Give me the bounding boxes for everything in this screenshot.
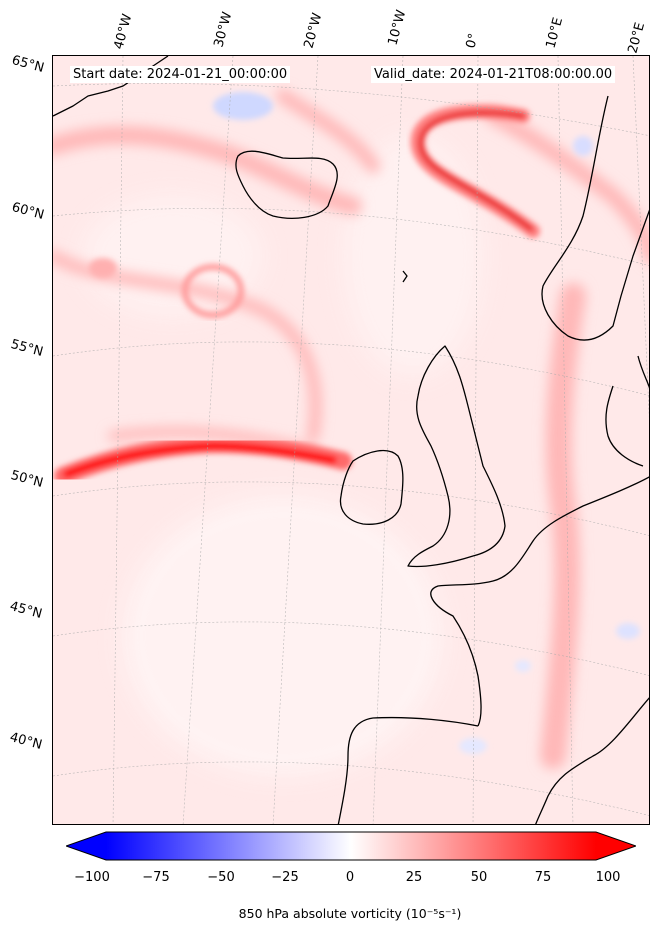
lat-label-55n: 55°N [9,337,45,360]
colorbar-extend-min [66,832,106,860]
colorbar-label: 850 hPa absolute vorticity (10⁻⁵s⁻¹) [238,906,462,921]
lon-label-20e: 20°E [625,20,649,55]
colorbar-tick: −25 [271,870,299,885]
lat-label-65n: 65°N [10,53,46,76]
lon-label-10e: 10°E [543,15,567,51]
valid-date-label: Valid_date: 2024-01-21T08:00:00.00 [371,66,616,83]
vorticity-field [53,56,649,824]
lat-label-60n: 60°N [10,200,46,223]
iberia-east-coast [535,697,649,824]
lat-label-40n: 40°N [8,730,44,753]
colorbar-tick: −100 [74,870,110,885]
colorbar-tick: −75 [142,870,170,885]
colorbar-tick: 50 [470,870,488,885]
france-coast [430,476,649,727]
colorbar [66,831,636,861]
great-britain-coast [407,345,506,568]
lon-label-10w: 10°W [385,8,410,47]
colorbar-tick: −50 [207,870,235,885]
map-frame [52,55,650,825]
colorbar-extend-max [596,832,636,860]
colorbar-body [106,832,596,860]
ireland-coast [339,449,404,525]
norway-coast [541,95,649,341]
colorbar-tick: 75 [534,870,552,885]
start-date-label: Start date: 2024-01-21_00:00:00 [70,66,291,83]
colorbar-tick: 25 [405,870,423,885]
lon-label-30w: 30°W [211,10,236,49]
iceland-coast [235,150,338,219]
lon-label-0: 0° [463,31,482,50]
lat-label-50n: 50°N [9,468,45,491]
lon-label-20w: 20°W [301,11,326,50]
iberia-coast [337,716,479,824]
lon-label-40w: 40°W [111,12,136,51]
lat-label-45n: 45°N [8,599,44,622]
colorbar-tick: 100 [595,870,621,885]
colorbar-tick: 0 [345,870,355,885]
